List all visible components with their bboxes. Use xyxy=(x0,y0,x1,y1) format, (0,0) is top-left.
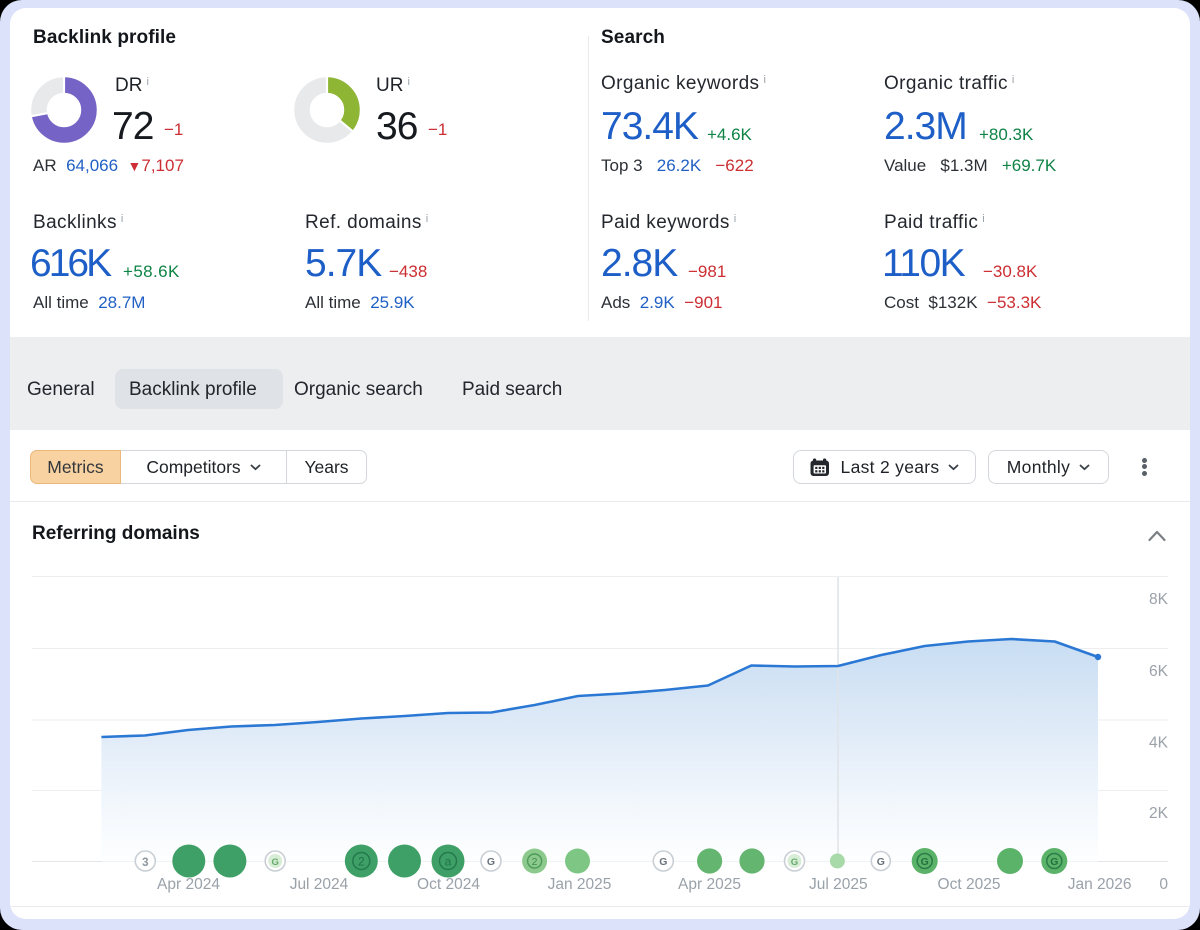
svg-text:0: 0 xyxy=(1159,876,1168,893)
svg-text:G: G xyxy=(877,856,885,868)
svg-text:G: G xyxy=(1050,856,1058,868)
svg-text:G: G xyxy=(659,856,667,868)
svg-text:8K: 8K xyxy=(1149,591,1169,608)
svg-text:Jan 2025: Jan 2025 xyxy=(548,876,612,893)
svg-text:G: G xyxy=(791,857,798,868)
svg-text:G: G xyxy=(487,856,495,868)
svg-text:Apr 2025: Apr 2025 xyxy=(678,876,741,893)
svg-text:Jul 2025: Jul 2025 xyxy=(809,876,868,893)
svg-text:Oct 2024: Oct 2024 xyxy=(417,876,480,893)
svg-text:a: a xyxy=(445,855,452,869)
svg-text:Oct 2025: Oct 2025 xyxy=(938,876,1001,893)
svg-text:Apr 2024: Apr 2024 xyxy=(157,876,220,893)
svg-text:2: 2 xyxy=(532,856,538,868)
svg-text:G: G xyxy=(921,856,929,868)
svg-text:Jan 2026: Jan 2026 xyxy=(1068,876,1132,893)
svg-text:G: G xyxy=(272,857,279,868)
svg-text:2K: 2K xyxy=(1149,805,1169,822)
svg-text:6K: 6K xyxy=(1149,663,1169,680)
svg-text:2: 2 xyxy=(358,855,365,869)
svg-text:Jul 2024: Jul 2024 xyxy=(290,876,349,893)
svg-text:3: 3 xyxy=(142,857,148,869)
svg-text:4K: 4K xyxy=(1149,735,1169,752)
